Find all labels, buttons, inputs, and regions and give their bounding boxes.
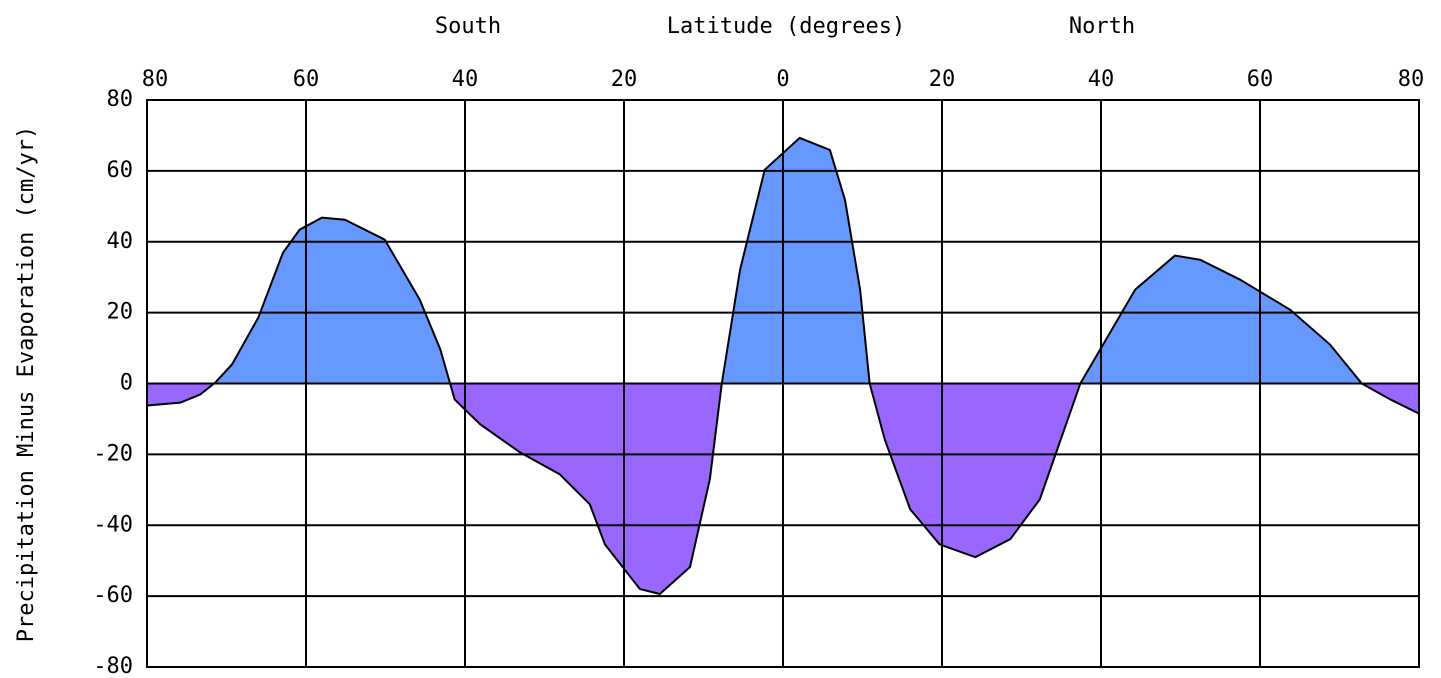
y-tick-label: 80: [107, 87, 134, 112]
chart-title: Latitude (degrees): [667, 14, 905, 39]
x-tick-label: 60: [293, 67, 320, 92]
y-tick-label: -60: [93, 583, 133, 608]
curve: [146, 136, 1420, 596]
x-tick-label: 40: [1088, 67, 1115, 92]
x-tick-label: 20: [929, 67, 956, 92]
y-tick-label: 40: [107, 229, 134, 254]
y-tick-label: 20: [107, 300, 134, 325]
y-tick-label: -20: [93, 441, 133, 466]
x-tick-label: 80: [142, 67, 169, 92]
plot-frame: [146, 99, 1420, 668]
x-tick-label: 0: [776, 67, 789, 92]
x-tick-label: 80: [1398, 67, 1425, 92]
y-tick-label: -40: [93, 512, 133, 537]
x-label-left: South: [435, 14, 501, 39]
x-tick-label: 40: [452, 67, 479, 92]
x-tick-label: 60: [1247, 67, 1274, 92]
y-tick-label: -80: [93, 654, 133, 678]
x-tick-label: 20: [611, 67, 638, 92]
x-label-right: North: [1069, 14, 1135, 39]
y-tick-label: 0: [120, 371, 133, 396]
y-axis-label: Precipitation Minus Evaporation (cm/yr): [14, 126, 39, 643]
y-tick-label: 60: [107, 158, 134, 183]
